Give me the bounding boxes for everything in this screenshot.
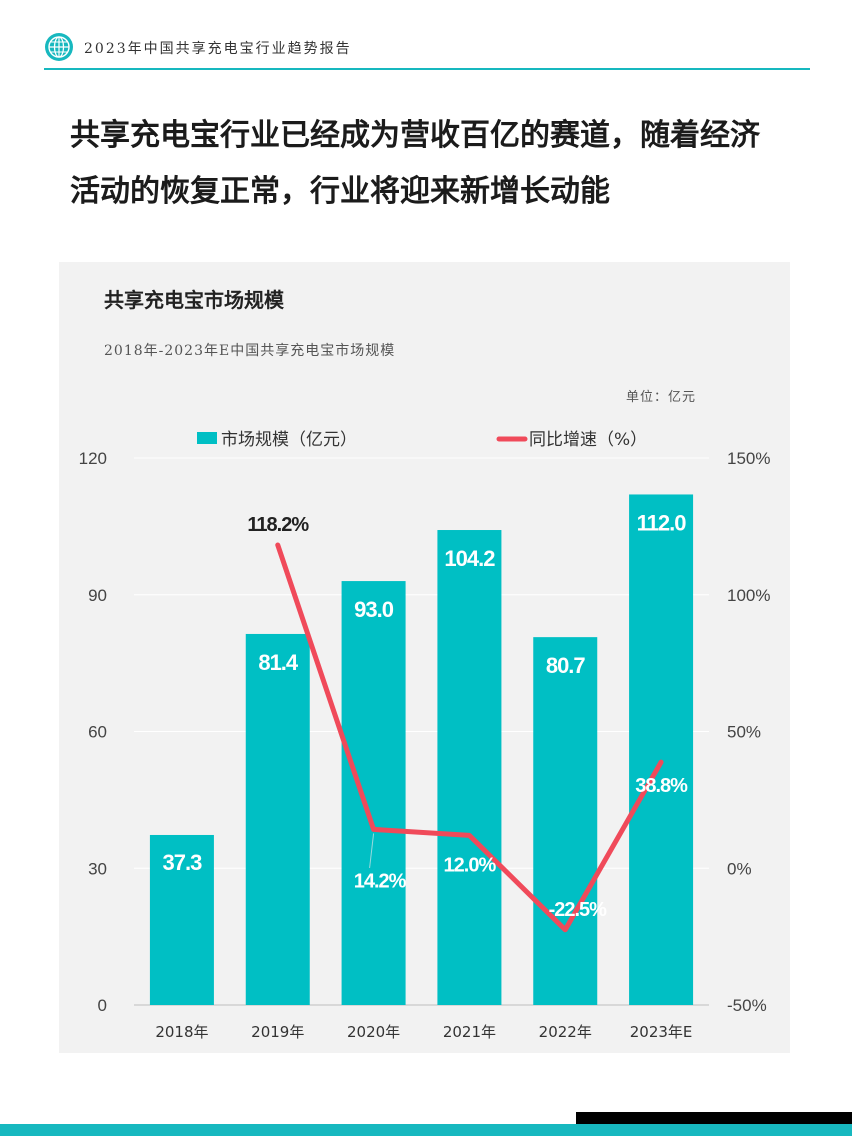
growth-value-label: -22.5% bbox=[549, 899, 608, 921]
footer-bar-accent bbox=[0, 1124, 852, 1136]
unit-label: 单位：亿元 bbox=[625, 390, 696, 405]
legend-label-growth-rate: 同比增速（%） bbox=[529, 430, 647, 450]
right-axis-tick-label: 0% bbox=[727, 859, 752, 878]
x-axis-tick-label: 2021年 bbox=[443, 1023, 496, 1041]
bar-value-label: 112.0 bbox=[637, 510, 687, 535]
label-leader-line bbox=[369, 833, 375, 869]
x-axis-tick-label: 2023年E bbox=[630, 1023, 693, 1041]
headline-line-1: 共享充电宝行业已经成为营收百亿的赛道，随着经济 bbox=[70, 118, 760, 153]
report-header: 2023年中国共享充电宝行业趋势报告 bbox=[44, 30, 810, 70]
bar-value-label: 104.2 bbox=[444, 546, 495, 571]
left-axis-tick-label: 90 bbox=[88, 586, 107, 605]
chart-subtitle: 2018年-2023年E中国共享充电宝市场规模 bbox=[104, 343, 396, 359]
growth-value-label: 38.8% bbox=[635, 775, 688, 797]
market-size-chart: 0 30 60 90 120 -50% 0% 50% 100% 150% 2018年 2019年 202… bbox=[79, 430, 771, 1041]
growth-value-label: 12.0% bbox=[444, 854, 497, 876]
bar bbox=[533, 637, 598, 1005]
right-axis-tick-label: 50% bbox=[727, 723, 761, 742]
headline-line-2: 活动的恢复正常，行业将迎来新增长动能 bbox=[70, 174, 610, 209]
growth-value-label: 14.2% bbox=[354, 870, 407, 892]
header-divider bbox=[44, 68, 810, 70]
right-axis-tick-label: 150% bbox=[727, 449, 770, 468]
globe-logo-icon bbox=[45, 33, 73, 61]
right-axis-tick-label: 100% bbox=[727, 586, 770, 605]
left-axis-tick-label: 0 bbox=[98, 996, 107, 1015]
bar-value-label: 37.3 bbox=[163, 850, 203, 875]
x-axis-tick-label: 2022年 bbox=[539, 1023, 592, 1041]
growth-rate-line bbox=[275, 542, 664, 933]
page-headline: 共享充电宝行业已经成为营收百亿的赛道，随着经济 活动的恢复正常，行业将迎来新增长… bbox=[70, 108, 820, 220]
left-axis-tick-label: 30 bbox=[88, 859, 107, 878]
bar-value-label: 80.7 bbox=[546, 653, 586, 678]
bar bbox=[629, 494, 694, 1005]
x-axis-tick-label: 2019年 bbox=[251, 1023, 304, 1041]
bar bbox=[149, 834, 214, 1005]
chart-panel: 共享充电宝市场规模 2018年-2023年E中国共享充电宝市场规模 单位：亿元 … bbox=[59, 262, 790, 1053]
report-title: 2023年中国共享充电宝行业趋势报告 bbox=[84, 41, 352, 57]
bar bbox=[437, 530, 502, 1005]
footer-bar-dark bbox=[576, 1112, 852, 1124]
bar bbox=[245, 633, 310, 1005]
chart-panel-title: 共享充电宝市场规模 bbox=[104, 288, 284, 312]
left-axis-tick-label: 120 bbox=[79, 449, 107, 468]
growth-value-label: 118.2% bbox=[247, 514, 309, 536]
left-axis-tick-label: 60 bbox=[88, 723, 107, 742]
legend-swatch-bar bbox=[197, 432, 217, 444]
right-axis-tick-label: -50% bbox=[727, 996, 767, 1015]
bar-value-label: 81.4 bbox=[258, 650, 299, 675]
x-axis-tick-label: 2018年 bbox=[155, 1023, 208, 1041]
bar bbox=[341, 581, 406, 1005]
bar-value-label: 93.0 bbox=[354, 597, 394, 622]
x-axis-tick-label: 2020年 bbox=[347, 1023, 400, 1041]
legend-label-market-size: 市场规模（亿元） bbox=[221, 430, 357, 450]
